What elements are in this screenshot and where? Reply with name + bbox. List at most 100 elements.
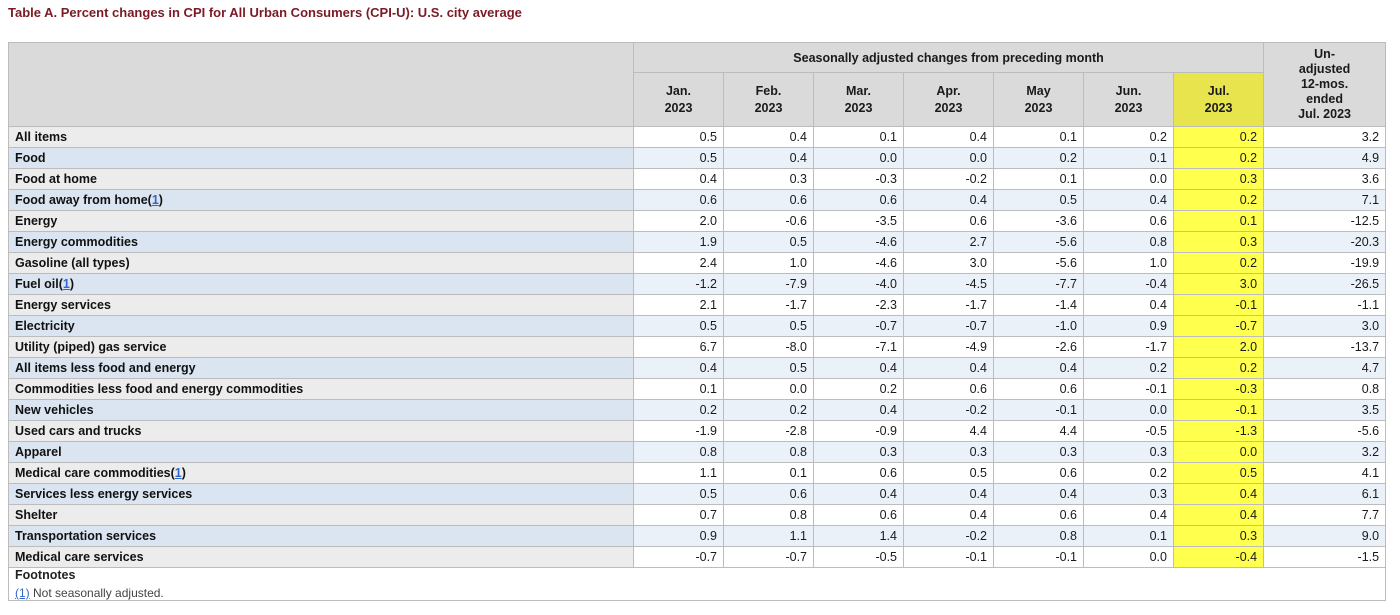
data-cell-unadjusted-12mo: 4.9 (1263, 147, 1387, 169)
data-cell: 0.0 (1083, 546, 1174, 568)
data-cell-unadjusted-12mo: -1.1 (1263, 294, 1387, 316)
data-cell: 0.1 (1083, 147, 1174, 169)
data-cell: 0.3 (1172, 168, 1265, 190)
data-cell: -3.6 (993, 210, 1084, 232)
table-row: All items less food and energy 0.4 0.5 0.4 0… (8, 357, 1387, 379)
data-cell-unadjusted-12mo: 4.1 (1263, 462, 1387, 484)
data-cell: -4.5 (903, 273, 994, 295)
column-header-apr-2023: Apr. 2023 (903, 72, 994, 127)
data-cell: 0.3 (1083, 483, 1174, 505)
data-cell-unadjusted-12mo: 3.5 (1263, 399, 1387, 421)
data-cell: 3.0 (903, 252, 994, 274)
data-cell-unadjusted-12mo: 7.1 (1263, 189, 1387, 211)
unadjusted-header-line: ended (1306, 92, 1343, 106)
data-cell: 0.6 (723, 189, 814, 211)
data-cell: 0.2 (1172, 189, 1265, 211)
data-cell: 0.2 (1083, 126, 1174, 148)
column-header-feb-2023: Feb. 2023 (723, 72, 814, 127)
row-label: Utility (piped) gas service (8, 336, 634, 358)
data-cell: 0.1 (1083, 525, 1174, 547)
data-cell: -0.1 (1083, 378, 1174, 400)
data-cell: 0.2 (813, 378, 904, 400)
data-cell: 0.5 (993, 189, 1084, 211)
row-label: Food (8, 147, 634, 169)
row-label: Commodities less food and energy commodi… (8, 378, 634, 400)
data-cell: 0.2 (1172, 126, 1265, 148)
row-label: Energy (8, 210, 634, 232)
footnotes-row: Footnotes (1) Not seasonally adjusted. (7, 567, 1387, 601)
column-header-unadjusted-12mo: Un- adjusted 12-mos. ended Jul. 2023 (1263, 42, 1387, 127)
data-cell: -0.7 (633, 546, 724, 568)
data-cell: 1.9 (633, 231, 724, 253)
data-cell: 0.5 (723, 315, 814, 337)
data-cell: 0.6 (723, 483, 814, 505)
data-cell: -0.7 (723, 546, 814, 568)
data-cell: -0.1 (993, 546, 1084, 568)
row-label: New vehicles (8, 399, 634, 421)
column-header-mar-2023: Mar. 2023 (813, 72, 904, 127)
data-cell: -5.6 (993, 252, 1084, 274)
data-cell: 0.4 (903, 483, 994, 505)
table-body: All items 0.5 0.4 0.1 0.4 0.1 0.2 0.2 3.2 Food 0.5… (8, 126, 1387, 568)
data-cell: 0.4 (993, 357, 1084, 379)
data-cell: 0.6 (813, 189, 904, 211)
table-row: Food away from home(1) 0.6 0.6 0.6 0.4 0.5 0.4… (8, 189, 1387, 211)
data-cell: 0.1 (993, 168, 1084, 190)
unadjusted-header-line: adjusted (1298, 62, 1351, 76)
row-label: Used cars and trucks (8, 420, 634, 442)
data-cell: 0.4 (1083, 504, 1174, 526)
data-cell: 0.5 (723, 231, 814, 253)
data-cell: -1.2 (633, 273, 724, 295)
data-cell: 0.3 (903, 441, 994, 463)
data-cell: 2.4 (633, 252, 724, 274)
unadjusted-header-line: Un- (1314, 47, 1335, 61)
cpi-table: Seasonally adjusted changes from precedi… (7, 42, 1387, 601)
footnote-marker-link[interactable]: 1 (174, 466, 182, 480)
table-row: Commodities less food and energy commodi… (8, 378, 1387, 400)
footnote-marker-link[interactable]: 1 (62, 277, 70, 291)
data-cell: -1.7 (723, 294, 814, 316)
data-cell: 0.3 (813, 441, 904, 463)
row-label: All items less food and energy (8, 357, 634, 379)
data-cell: 0.8 (723, 504, 814, 526)
page-title: Table A. Percent changes in CPI for All … (8, 5, 522, 20)
data-cell: 0.2 (1172, 147, 1265, 169)
data-cell: 0.7 (633, 504, 724, 526)
data-cell-unadjusted-12mo: 9.0 (1263, 525, 1387, 547)
footnote-marker-link[interactable]: (1) (15, 586, 30, 600)
table-row: Energy 2.0 -0.6 -3.5 0.6 -3.6 0.6 0.1 -12.5 (8, 210, 1387, 232)
data-cell: -1.7 (1083, 336, 1174, 358)
data-cell: 0.6 (1083, 210, 1174, 232)
data-cell: 0.6 (633, 189, 724, 211)
data-cell: -0.4 (1083, 273, 1174, 295)
data-cell-unadjusted-12mo: 3.2 (1263, 441, 1387, 463)
data-cell: 0.2 (723, 399, 814, 421)
data-cell-unadjusted-12mo: 7.7 (1263, 504, 1387, 526)
data-cell-unadjusted-12mo: 4.7 (1263, 357, 1387, 379)
spanner-row: Seasonally adjusted changes from precedi… (8, 42, 1387, 127)
table-row: Food at home 0.4 0.3 -0.3 -0.2 0.1 0.0 0.3 3.6 (8, 168, 1387, 190)
stub-header (8, 42, 634, 127)
data-cell: -0.6 (723, 210, 814, 232)
data-cell: -0.1 (1172, 294, 1265, 316)
data-cell: 1.1 (633, 462, 724, 484)
data-cell: 0.4 (723, 147, 814, 169)
data-cell: -4.6 (813, 231, 904, 253)
table-row: All items 0.5 0.4 0.1 0.4 0.1 0.2 0.2 3.2 (8, 126, 1387, 148)
table-row: Utility (piped) gas service 6.7 -8.0 -7.1 -4… (8, 336, 1387, 358)
data-cell: 3.0 (1172, 273, 1265, 295)
data-cell: 0.4 (1172, 504, 1265, 526)
data-cell: -7.7 (993, 273, 1084, 295)
data-cell-unadjusted-12mo: 3.6 (1263, 168, 1387, 190)
data-cell: 0.5 (633, 483, 724, 505)
data-cell: 0.3 (1172, 231, 1265, 253)
data-cell: 0.6 (813, 504, 904, 526)
footnote-marker-link[interactable]: 1 (151, 193, 159, 207)
data-cell: 0.0 (813, 147, 904, 169)
table-row: Medical care commodities(1) 1.1 0.1 0.6 0.5 0… (8, 462, 1387, 484)
column-header-may-2023: May 2023 (993, 72, 1084, 127)
data-cell: 0.6 (993, 462, 1084, 484)
table-header: Seasonally adjusted changes from precedi… (8, 42, 1387, 127)
data-cell: -8.0 (723, 336, 814, 358)
table-row: Shelter 0.7 0.8 0.6 0.4 0.6 0.4 0.4 7.7 (8, 504, 1387, 526)
